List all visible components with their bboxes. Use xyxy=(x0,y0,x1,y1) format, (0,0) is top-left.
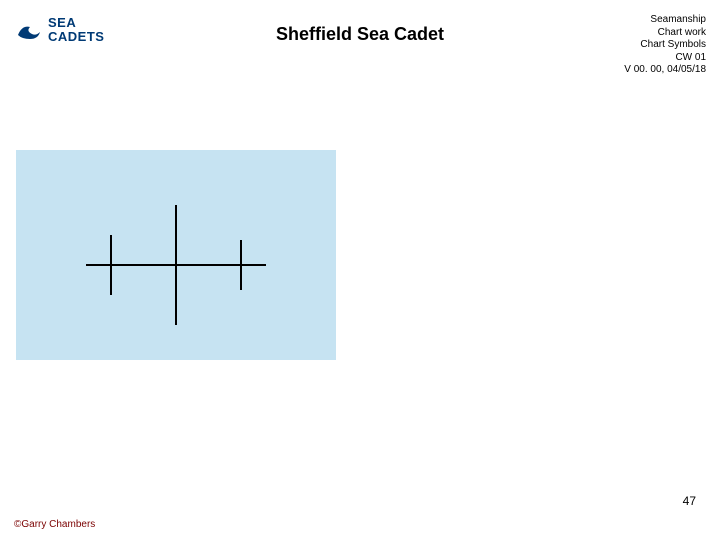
meta-line: Chart Symbols xyxy=(624,39,706,52)
page-title: Sheffield Sea Cadet xyxy=(0,24,720,45)
doc-meta: Seamanship Chart work Chart Symbols CW 0… xyxy=(624,14,706,77)
meta-line: Chart work xyxy=(624,27,706,40)
meta-line: Seamanship xyxy=(624,14,706,27)
meta-line: V 00. 00, 04/05/18 xyxy=(624,64,706,77)
page-number: 47 xyxy=(683,494,696,508)
meta-line: CW 01 xyxy=(624,52,706,65)
chart-symbol-diagram xyxy=(16,150,336,360)
slide-page: SEA CADETS Sheffield Sea Cadet Seamanshi… xyxy=(0,0,720,540)
wreck-symbol-svg xyxy=(16,150,336,360)
copyright: ©Garry Chambers xyxy=(14,519,95,530)
